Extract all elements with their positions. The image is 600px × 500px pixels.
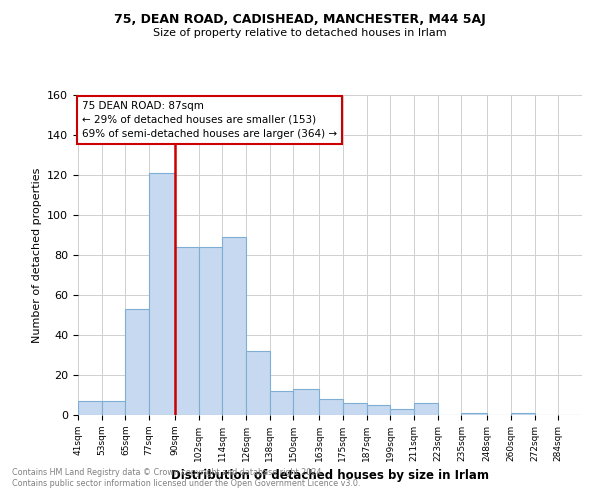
Bar: [343, 403, 367, 415]
Bar: [175, 247, 199, 415]
Bar: [246, 351, 270, 415]
Text: Contains HM Land Registry data © Crown copyright and database right 2024.
Contai: Contains HM Land Registry data © Crown c…: [12, 468, 361, 487]
Text: Size of property relative to detached houses in Irlam: Size of property relative to detached ho…: [153, 28, 447, 38]
Bar: [222, 237, 246, 415]
Bar: [390, 409, 414, 415]
Text: 75, DEAN ROAD, CADISHEAD, MANCHESTER, M44 5AJ: 75, DEAN ROAD, CADISHEAD, MANCHESTER, M4…: [114, 12, 486, 26]
Bar: [102, 401, 125, 415]
Bar: [78, 401, 102, 415]
Bar: [125, 309, 149, 415]
X-axis label: Distribution of detached houses by size in Irlam: Distribution of detached houses by size …: [171, 470, 489, 482]
Bar: [199, 247, 222, 415]
Bar: [511, 413, 535, 415]
Bar: [414, 403, 438, 415]
Text: 75 DEAN ROAD: 87sqm
← 29% of detached houses are smaller (153)
69% of semi-detac: 75 DEAN ROAD: 87sqm ← 29% of detached ho…: [82, 101, 337, 139]
Bar: [367, 405, 390, 415]
Bar: [319, 399, 343, 415]
Y-axis label: Number of detached properties: Number of detached properties: [32, 168, 41, 342]
Bar: [149, 173, 175, 415]
Bar: [461, 413, 487, 415]
Bar: [270, 391, 293, 415]
Bar: [293, 389, 319, 415]
